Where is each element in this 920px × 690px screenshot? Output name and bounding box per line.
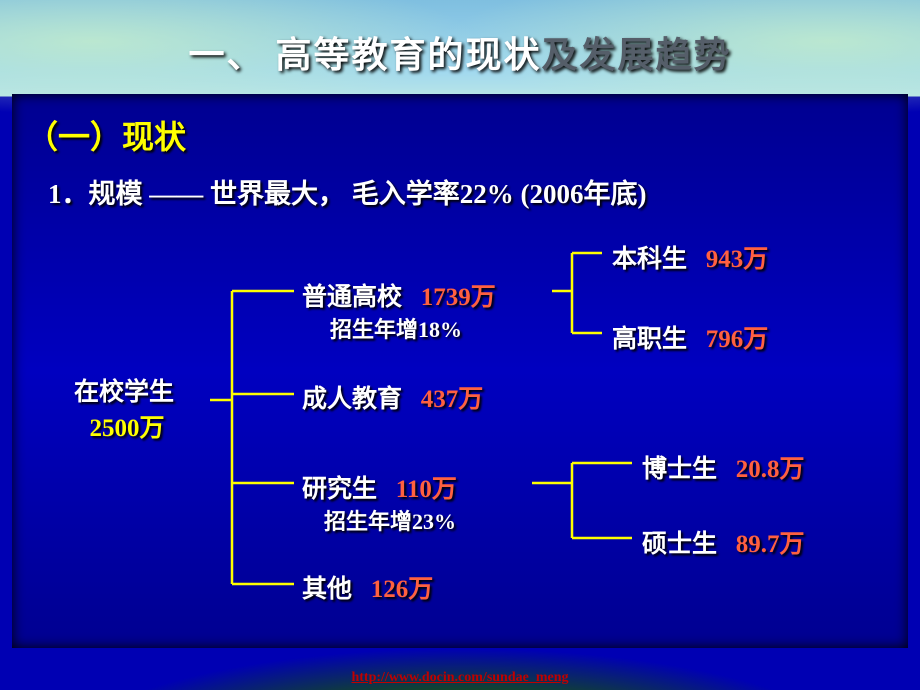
root-node: 在校学生 2500万 bbox=[74, 372, 174, 444]
g3b-label: 硕士生 bbox=[642, 531, 717, 558]
root-label: 在校学生 bbox=[74, 379, 174, 406]
slide-title: 一、 高等教育的现状及发展趋势 bbox=[0, 26, 920, 78]
node-masters: 硕士生 89.7万 bbox=[642, 524, 805, 560]
g3b-value: 89.7万 bbox=[736, 531, 805, 558]
node-phd: 博士生 20.8万 bbox=[642, 449, 805, 485]
c1-sub: 招生年增18% bbox=[330, 312, 462, 344]
c1-value: 1739万 bbox=[421, 284, 496, 311]
g3a-value: 20.8万 bbox=[736, 456, 805, 483]
node-regular-univ: 普通高校 1739万 bbox=[302, 277, 496, 313]
node-vocational: 高职生 796万 bbox=[612, 319, 768, 355]
node-adult-edu: 成人教育 437万 bbox=[302, 379, 483, 415]
c2-label: 成人教育 bbox=[302, 386, 402, 413]
c2-value: 437万 bbox=[421, 386, 484, 413]
title-highlight: 一、 高等教育的现状 bbox=[188, 35, 541, 75]
c3-label: 研究生 bbox=[302, 476, 377, 503]
tree-brackets bbox=[12, 94, 908, 648]
footer-url: http://www.docin.com/sundae_meng bbox=[0, 670, 920, 686]
node-other: 其他 126万 bbox=[302, 569, 433, 605]
g1a-label: 本科生 bbox=[612, 246, 687, 273]
g1b-label: 高职生 bbox=[612, 326, 687, 353]
c3-value: 110万 bbox=[396, 476, 457, 503]
node-graduate: 研究生 110万 bbox=[302, 469, 457, 505]
c1-label: 普通高校 bbox=[302, 284, 402, 311]
g3a-label: 博士生 bbox=[642, 456, 717, 483]
c4-value: 126万 bbox=[371, 576, 434, 603]
g1a-value: 943万 bbox=[706, 246, 769, 273]
g1b-value: 796万 bbox=[706, 326, 769, 353]
c4-label: 其他 bbox=[302, 576, 352, 603]
root-value: 2500万 bbox=[90, 415, 165, 442]
c3-sub: 招生年增23% bbox=[324, 504, 456, 536]
node-undergrad: 本科生 943万 bbox=[612, 239, 768, 275]
title-rest: 及发展趋势 bbox=[542, 35, 732, 75]
content-panel: （一）现状 1．规模 —— 世界最大， 毛入学率22% (2006年底) bbox=[12, 94, 908, 648]
slide: 一、 高等教育的现状及发展趋势 （一）现状 1．规模 —— 世界最大， 毛入学率… bbox=[0, 0, 920, 690]
